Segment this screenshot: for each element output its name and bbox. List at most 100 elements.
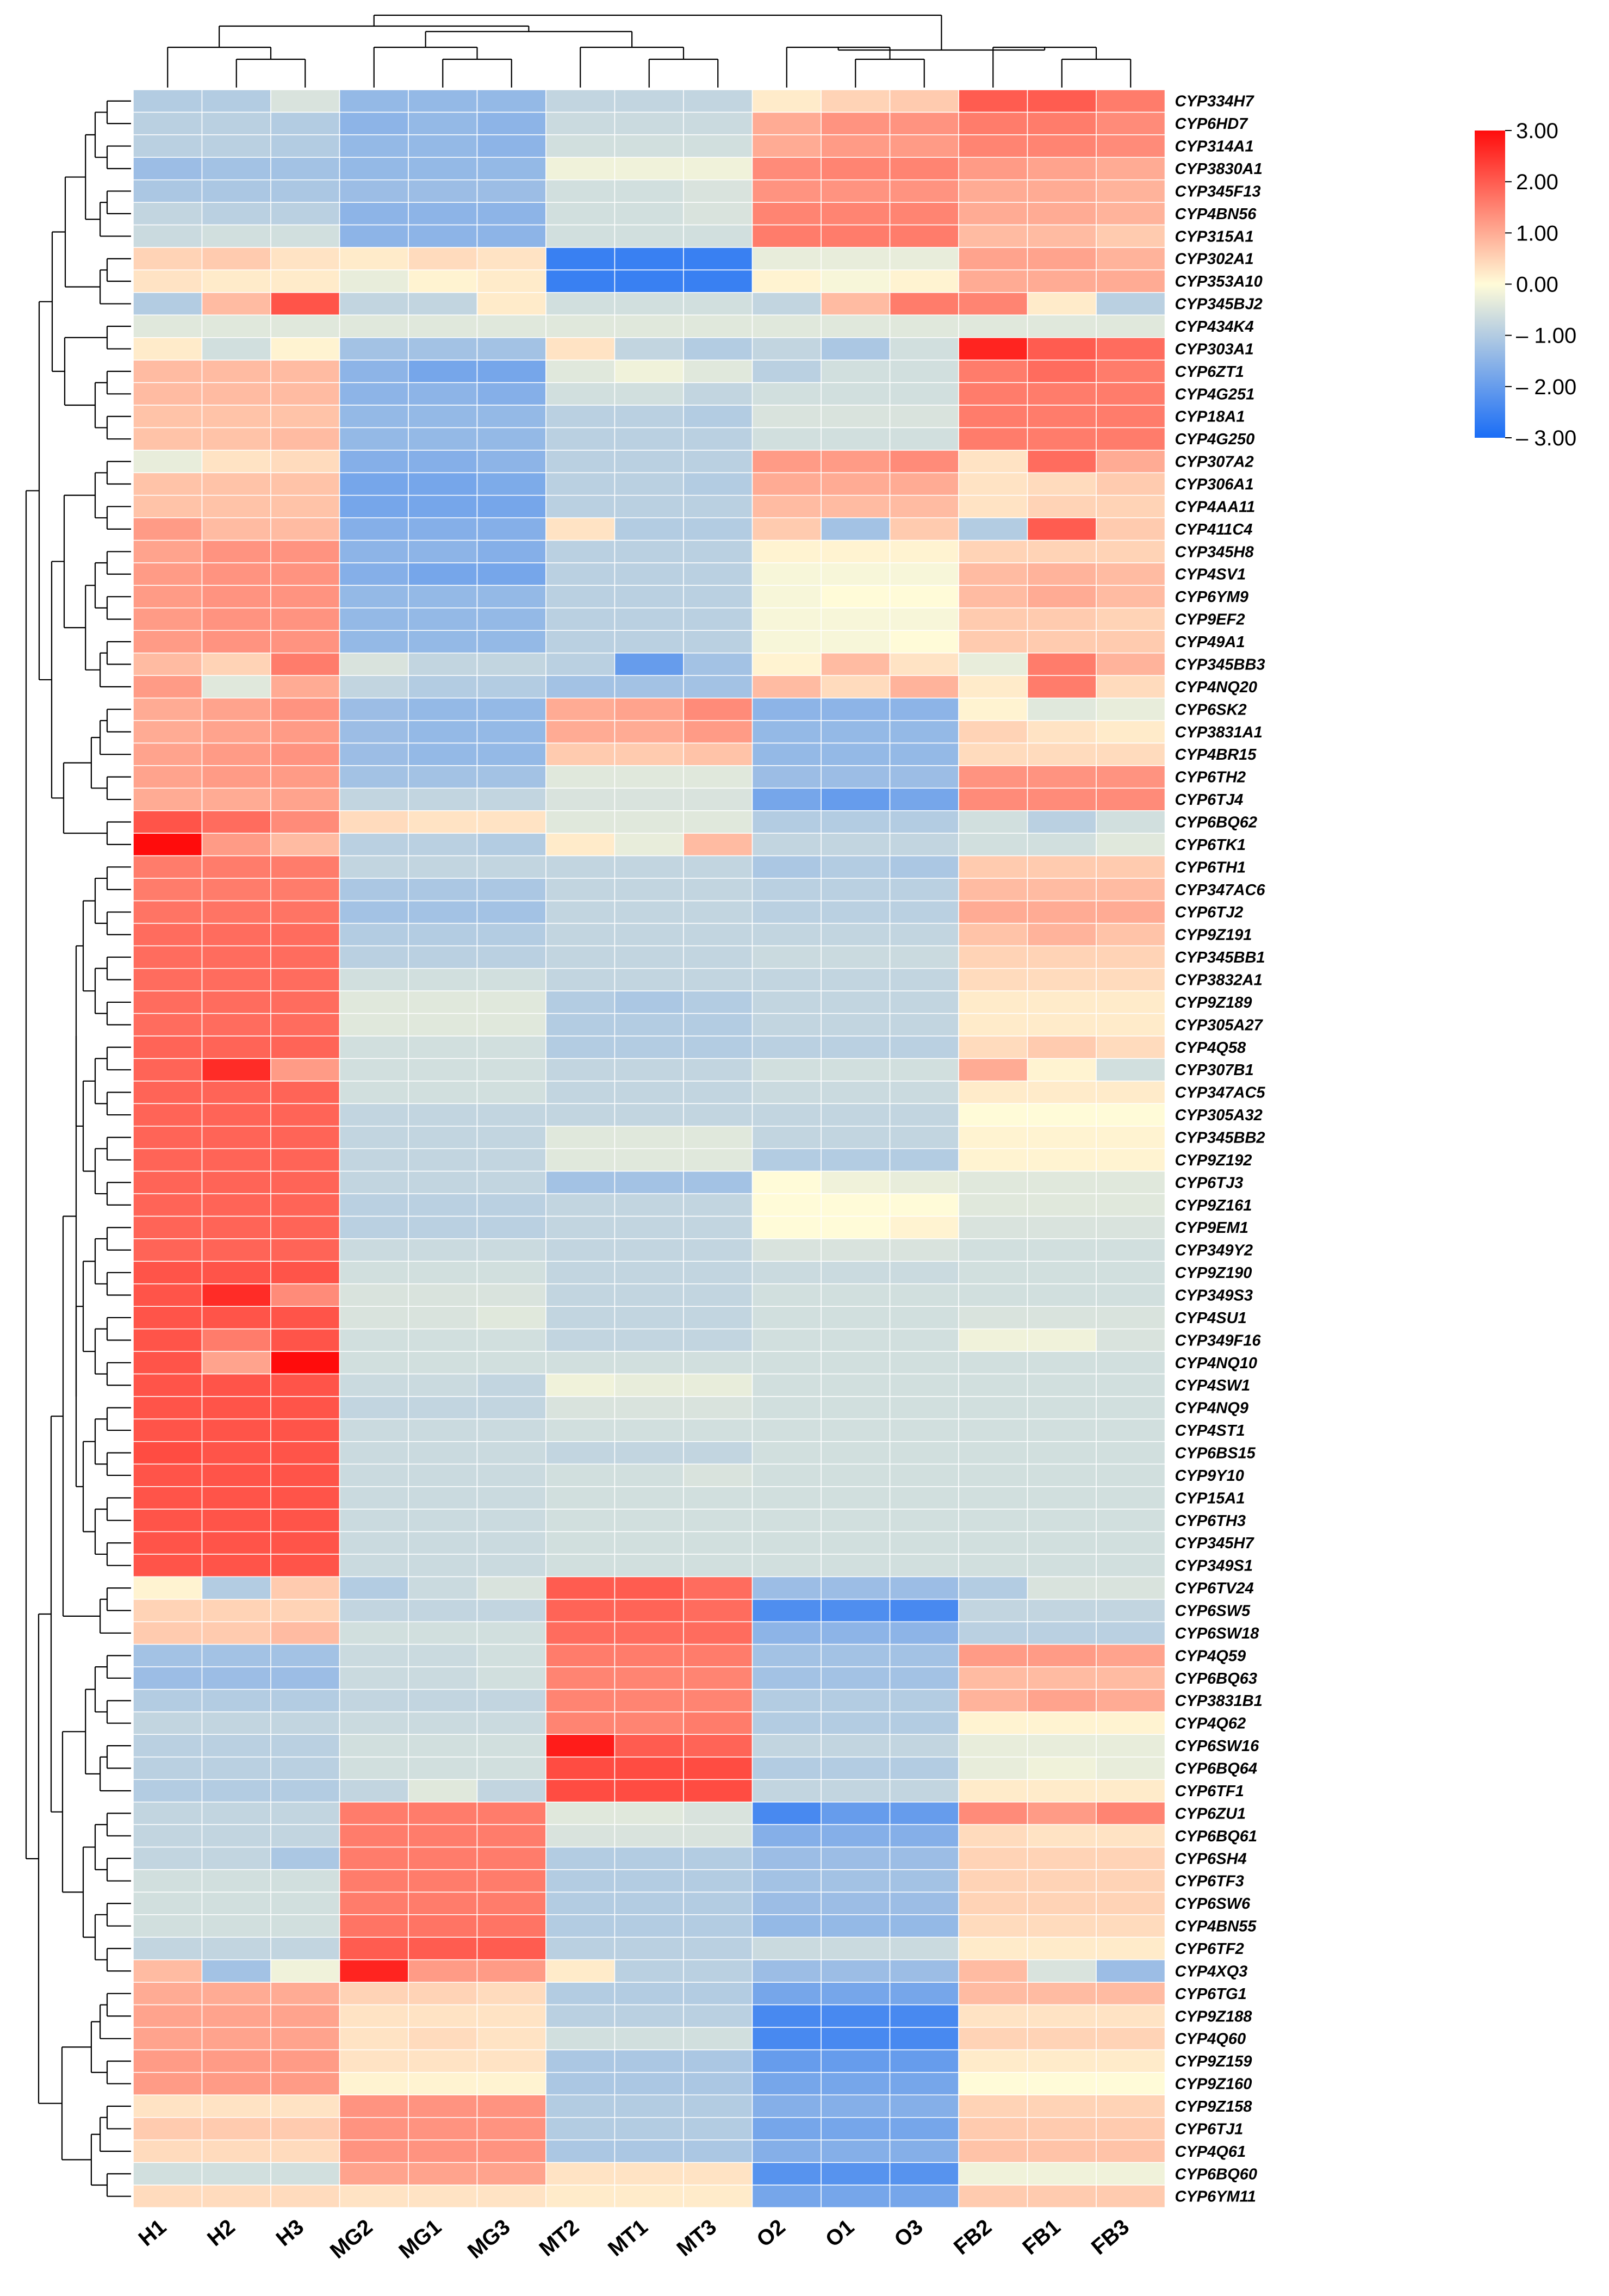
heatmap-cell [339, 1193, 409, 1217]
heatmap-cell [133, 945, 203, 969]
heatmap-cell [958, 1509, 1028, 1532]
heatmap-cell [614, 179, 684, 203]
heatmap-cell [614, 1261, 684, 1284]
row-label: CYP305A32 [1175, 1107, 1263, 1124]
heatmap-cell [683, 1103, 753, 1127]
row-label: CYP6TG1 [1175, 1985, 1247, 2003]
heatmap-cell [821, 359, 891, 383]
heatmap-cell [201, 1418, 271, 1442]
heatmap-cell [1096, 2072, 1166, 2096]
heatmap-cell [751, 247, 822, 271]
heatmap-cell [1096, 2139, 1166, 2163]
heatmap-cell [958, 1035, 1028, 1059]
heatmap-cell [133, 292, 203, 316]
heatmap-cell [545, 1869, 616, 1893]
heatmap-cell [889, 855, 959, 879]
heatmap-cell [270, 1463, 340, 1487]
heatmap-cell [958, 900, 1028, 924]
heatmap-cell [545, 1486, 616, 1510]
heatmap-cell [339, 405, 409, 429]
heatmap-cell [408, 1666, 478, 1690]
heatmap-cell [751, 1531, 822, 1555]
heatmap-cell [133, 1734, 203, 1758]
heatmap-cell [270, 1126, 340, 1149]
row-label: CYP9EM1 [1175, 1219, 1248, 1237]
heatmap-cell [339, 833, 409, 857]
heatmap-cell [133, 1351, 203, 1375]
heatmap-cell [133, 1193, 203, 1217]
heatmap-cell [270, 269, 340, 293]
heatmap-cell [476, 1891, 546, 1915]
row-label: CYP18A1 [1175, 408, 1245, 426]
heatmap-cell [683, 202, 753, 226]
heatmap-cell [821, 1914, 891, 1938]
heatmap-cell [614, 878, 684, 902]
heatmap-cell [1096, 945, 1166, 969]
heatmap-cell [545, 697, 616, 721]
heatmap-cell [889, 1711, 959, 1735]
heatmap-cell [958, 1643, 1028, 1667]
heatmap-cell [408, 1689, 478, 1712]
heatmap-cell [476, 1170, 546, 1194]
heatmap-cell [821, 1486, 891, 1510]
heatmap-cell [614, 990, 684, 1014]
heatmap-cell [133, 1643, 203, 1667]
heatmap-cell [476, 990, 546, 1014]
heatmap-cell [958, 179, 1028, 203]
heatmap-cell [614, 675, 684, 699]
heatmap-cell [476, 1982, 546, 2006]
heatmap-cell [614, 1869, 684, 1893]
heatmap-cell [408, 1103, 478, 1127]
heatmap-cell [476, 134, 546, 158]
heatmap-cell [201, 1689, 271, 1712]
heatmap-cell [201, 1215, 271, 1239]
heatmap-cell [270, 2094, 340, 2118]
heatmap-cell [889, 1914, 959, 1938]
heatmap-cell [476, 607, 546, 631]
heatmap-cell [545, 2162, 616, 2186]
heatmap-cell [201, 653, 271, 676]
heatmap-cell [1027, 269, 1097, 293]
heatmap-cell [614, 720, 684, 744]
row-label: CYP6TJ1 [1175, 2120, 1244, 2138]
heatmap-cell [545, 157, 616, 181]
row-label: CYP9Z161 [1175, 1197, 1252, 1214]
heatmap-cell [614, 472, 684, 496]
heatmap-cell [1027, 224, 1097, 248]
heatmap-cell [339, 787, 409, 811]
heatmap-cell [889, 1103, 959, 1127]
heatmap-cell [133, 1238, 203, 1262]
heatmap-cell [614, 1328, 684, 1352]
heatmap-cell [958, 653, 1028, 676]
heatmap-cell [889, 2049, 959, 2073]
heatmap-cell [476, 1599, 546, 1622]
heatmap-cell [958, 89, 1028, 113]
heatmap-cell [614, 1891, 684, 1915]
heatmap-cell [133, 1711, 203, 1735]
heatmap-cell [476, 653, 546, 676]
heatmap-cell [1027, 1599, 1097, 1622]
heatmap-cell [751, 1846, 822, 1870]
heatmap-cell [133, 494, 203, 518]
heatmap-cell [339, 1306, 409, 1330]
heatmap-cell [408, 968, 478, 991]
heatmap-cell [270, 1081, 340, 1104]
heatmap-cell [201, 1869, 271, 1893]
heatmap-cell [1096, 1193, 1166, 1217]
heatmap-cell [821, 314, 891, 338]
heatmap-cell [683, 2094, 753, 2118]
heatmap-cell [821, 1306, 891, 1330]
heatmap-cell [1027, 1193, 1097, 1217]
heatmap-cell [545, 2094, 616, 2118]
heatmap-cell [476, 202, 546, 226]
heatmap-cell [1096, 2004, 1166, 2028]
heatmap-cell [889, 765, 959, 789]
heatmap-cell [545, 202, 616, 226]
heatmap-cell [339, 1554, 409, 1578]
heatmap-cell [339, 562, 409, 586]
heatmap-cell [751, 427, 822, 451]
heatmap-cell [476, 945, 546, 969]
heatmap-cell [1027, 2094, 1097, 2118]
heatmap-cell [1096, 855, 1166, 879]
heatmap-cell [339, 878, 409, 902]
